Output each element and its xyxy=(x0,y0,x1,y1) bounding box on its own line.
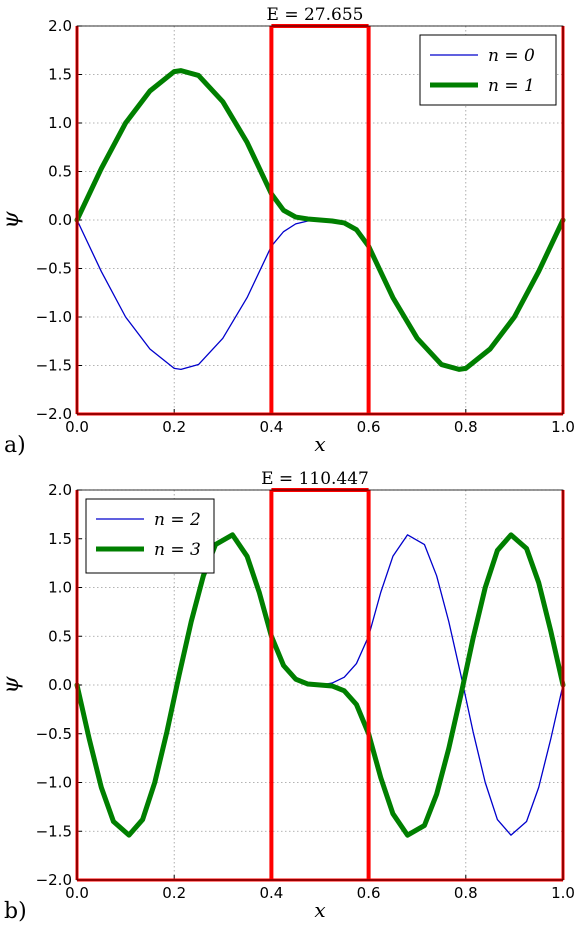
y-tick-label: −2.0 xyxy=(36,405,72,423)
legend-box xyxy=(85,498,215,574)
x-tick-label: 0.8 xyxy=(454,884,478,902)
legend-label-1: n = 1 xyxy=(488,76,535,96)
y-axis-label: ψ xyxy=(0,676,24,694)
legend-label-0: n = 2 xyxy=(154,510,201,530)
x-tick-label: 0.4 xyxy=(259,418,283,436)
x-tick-label: 0.2 xyxy=(162,418,186,436)
x-tick-label: 1.0 xyxy=(551,418,575,436)
panel-label: a) xyxy=(4,433,26,458)
y-tick-label: 1.5 xyxy=(48,530,72,548)
x-tick-label: 0.0 xyxy=(65,418,89,436)
panel-b: 0.0 0.2 0.4 0.6 0.8 1.0 2.0 1.5 1.0 0.5 0.0 −0.5 −1.… xyxy=(0,469,575,924)
y-tick-label: −1.5 xyxy=(36,822,72,840)
y-tick-label: 1.0 xyxy=(48,114,72,132)
x-tick-label: 0.0 xyxy=(65,884,89,902)
y-tick-label: −1.0 xyxy=(36,308,72,326)
series-line-1 xyxy=(74,68,566,372)
y-tick-label: 1.5 xyxy=(48,66,72,84)
panel-label: b) xyxy=(4,899,27,924)
y-tick-label: 1.0 xyxy=(48,579,72,597)
legend-label-0: n = 0 xyxy=(488,46,535,66)
y-tick-label: 0.5 xyxy=(48,627,72,645)
y-tick-label: −2.0 xyxy=(36,871,72,889)
y-tick-label: −1.5 xyxy=(36,357,72,375)
x-tick-label: 0.4 xyxy=(259,884,283,902)
x-tick-label: 0.2 xyxy=(162,884,186,902)
y-axis-label: ψ xyxy=(0,211,24,229)
series-line-1 xyxy=(74,532,566,838)
y-tick-label: 2.0 xyxy=(48,17,72,35)
x-axis-label: x xyxy=(314,432,325,456)
y-tick-label: −0.5 xyxy=(36,260,72,278)
y-tick-label: 0.0 xyxy=(48,211,72,229)
x-tick-label: 0.6 xyxy=(357,884,381,902)
y-tick-label: 2.0 xyxy=(48,481,72,499)
y-tick-label: −0.5 xyxy=(36,725,72,743)
y-tick-label: 0.5 xyxy=(48,163,72,181)
x-tick-label: 0.8 xyxy=(454,418,478,436)
y-tick-label: 0.0 xyxy=(48,676,72,694)
panel-a: 0.0 0.2 0.4 0.6 0.8 1.0 2.0 1.5 1.0 0.5 0.0 −0.5 −1.… xyxy=(0,5,575,458)
x-tick-label: 1.0 xyxy=(551,884,575,902)
x-tick-label: 0.6 xyxy=(357,418,381,436)
legend-label-1: n = 3 xyxy=(154,540,201,560)
axes-frame xyxy=(76,489,564,881)
chart-title: E = 110.447 xyxy=(261,469,369,489)
legend-box xyxy=(419,34,557,106)
x-axis-label: x xyxy=(314,898,325,922)
chart-title: E = 27.655 xyxy=(267,5,364,25)
axes-frame xyxy=(76,25,564,415)
y-tick-label: −1.0 xyxy=(36,774,72,792)
